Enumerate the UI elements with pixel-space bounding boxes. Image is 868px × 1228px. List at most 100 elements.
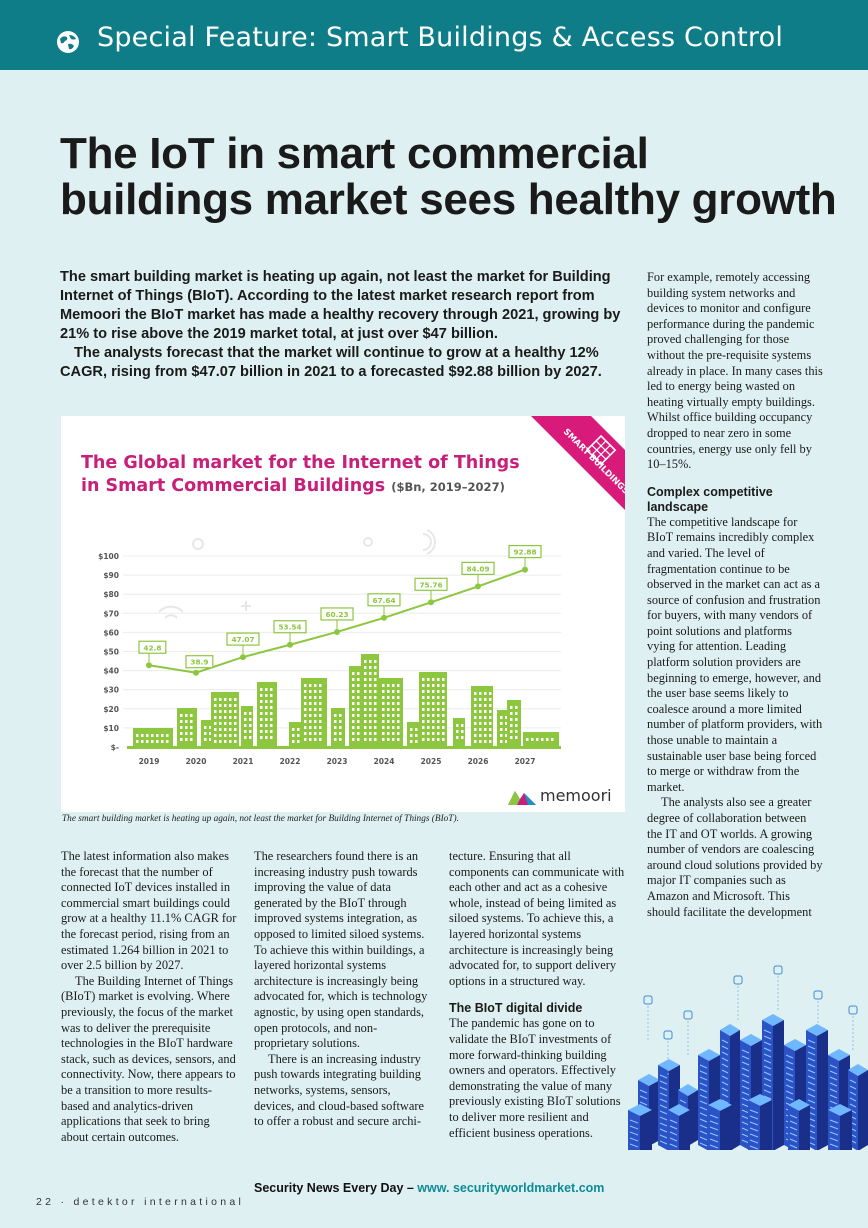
skyline-window (364, 738, 367, 741)
data-point (475, 583, 481, 590)
skyline-window (314, 708, 317, 711)
data-label-box (508, 544, 542, 559)
skyline-window (190, 720, 193, 723)
skyline-window (505, 740, 508, 743)
skyline-building (379, 678, 403, 746)
skyline-window (270, 718, 273, 721)
city-tower-window (829, 1119, 839, 1124)
skyline-window (374, 690, 377, 693)
city-tower-window (659, 1134, 668, 1139)
chart-title-unit: ($Bn, 2019–2027) (391, 480, 505, 494)
skyline-window (352, 690, 355, 693)
city-iot-icon (683, 1010, 693, 1020)
skyline-window (161, 740, 164, 743)
skyline-window (364, 714, 367, 717)
skyline-window (364, 666, 367, 669)
skyline-window (437, 696, 440, 699)
body-paragraph: The pandemic has gone on to validate the… (449, 1016, 621, 1140)
skyline-window (500, 734, 503, 737)
skyline-window (214, 734, 217, 737)
skyline-window (151, 734, 154, 737)
skyline-window (397, 696, 400, 699)
skyline-window (190, 738, 193, 741)
skyline-window (432, 714, 435, 717)
body-paragraph: For example, remotely accessing building… (647, 270, 823, 472)
skyline-window (484, 692, 487, 695)
body-column-right: For example, remotely accessing building… (647, 270, 823, 920)
body-column-3: tecture. Ensuring that all components ca… (449, 849, 625, 1141)
body-paragraph: The researchers found there is an increa… (254, 849, 428, 1051)
skyline-window (427, 714, 430, 717)
skyline-window (141, 740, 144, 743)
skyline-window (484, 734, 487, 737)
skyline-window (309, 708, 312, 711)
skyline-window (357, 720, 360, 723)
skyline-window (484, 716, 487, 719)
body-paragraph: tecture. Ensuring that all components ca… (449, 849, 625, 988)
skyline-window (244, 730, 247, 733)
skyline-window (297, 734, 300, 737)
skyline-window (180, 732, 183, 735)
skyline-window (309, 714, 312, 717)
skyline-window (427, 678, 430, 681)
city-tower-window (659, 1140, 668, 1145)
skyline-window (265, 724, 268, 727)
city-tower-window (639, 1101, 648, 1106)
skyline-window (422, 684, 425, 687)
city-tower-window (749, 1145, 759, 1150)
skyline-window (319, 726, 322, 729)
chart-plot: $100$90$80$70$60$50$40$30$20$10$- 2019 20… (98, 529, 561, 766)
skyline-window (304, 726, 307, 729)
data-label: 67.64 (372, 596, 395, 605)
skyline-window (249, 718, 252, 721)
skyline-window (339, 738, 342, 741)
city-tower-front (840, 1110, 852, 1150)
skyline-window (309, 732, 312, 735)
x-tick-label: 2021 (233, 757, 254, 766)
skyline-window (352, 702, 355, 705)
skyline-window (209, 738, 212, 741)
skyline-window (364, 708, 367, 711)
skyline-window (270, 700, 273, 703)
skyline-window (229, 728, 232, 731)
skyline-window (369, 678, 372, 681)
skyline-window (292, 728, 295, 731)
y-tick-label: $80 (103, 590, 119, 599)
skyline-window (397, 732, 400, 735)
skyline-window (249, 712, 252, 715)
skyline-window (374, 708, 377, 711)
skyline-window (382, 714, 385, 717)
skyline-window (185, 732, 188, 735)
city-tower-window (699, 1064, 708, 1069)
skyline-window (352, 672, 355, 675)
skyline-window (474, 710, 477, 713)
skyline-window (489, 716, 492, 719)
city-tower-front (640, 1110, 652, 1150)
skyline-window (270, 694, 273, 697)
x-tick-label: 2026 (468, 757, 489, 766)
skyline-window (249, 730, 252, 733)
skyline-window (422, 726, 425, 729)
skyline-window (304, 738, 307, 741)
city-tower-window (699, 1100, 708, 1105)
footer-tagline: Security News Every Day – www. securityw… (254, 1181, 604, 1195)
city-tower-window (749, 1109, 759, 1114)
skyline-window (442, 726, 445, 729)
skyline-window (510, 718, 513, 721)
skyline-window (427, 726, 430, 729)
skyline-window (474, 698, 477, 701)
city-iot-icon (813, 990, 823, 1000)
city-tower-window (669, 1137, 678, 1142)
skyline-window (369, 690, 372, 693)
city-tower-window (659, 1098, 668, 1103)
footer-url-link[interactable]: www. securityworldmarket.com (417, 1181, 605, 1195)
skyline-window (484, 698, 487, 701)
skyline-window (410, 734, 413, 737)
skyline-building (507, 700, 521, 746)
skyline-window (479, 716, 482, 719)
skyline-window (505, 734, 508, 737)
city-tower-window (699, 1112, 708, 1117)
skyline-window (357, 678, 360, 681)
skyline-window (265, 694, 268, 697)
skyline-ground (127, 746, 561, 749)
